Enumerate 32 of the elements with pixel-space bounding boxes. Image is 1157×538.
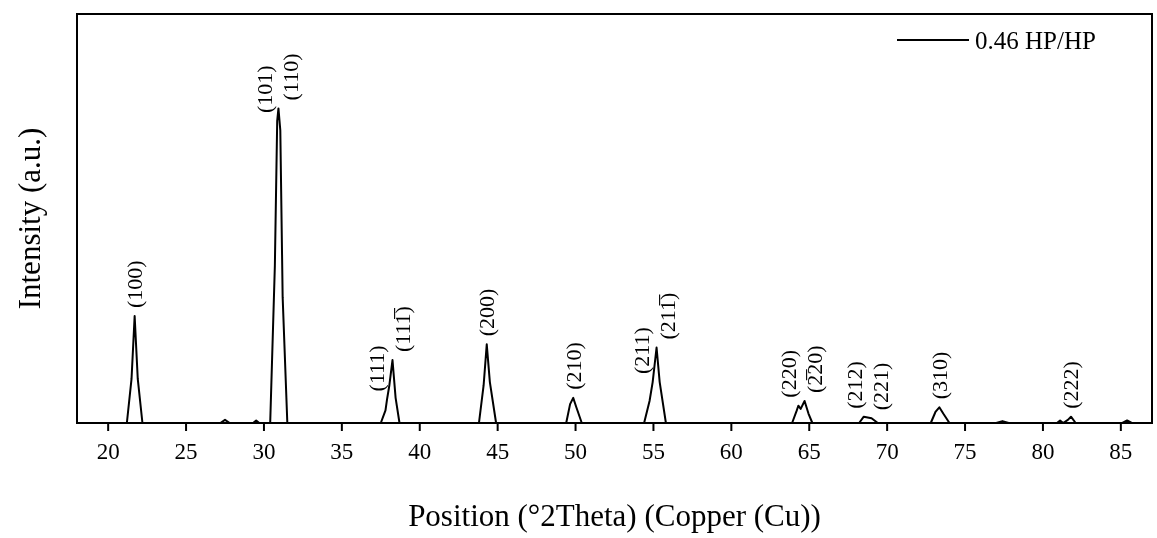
annotation: (111̅) (390, 306, 416, 353)
x-tick-label: 85 (1109, 439, 1133, 464)
x-axis-title: Position (°2Theta) (Copper (Cu)) (408, 498, 821, 533)
x-tick-label: 40 (408, 439, 432, 464)
annotation: (221) (868, 362, 894, 411)
y-axis-title: Intensity (a.u.) (12, 127, 47, 310)
x-tick-label: 65 (797, 439, 821, 464)
legend-label: 0.46 HP/HP (975, 27, 1096, 54)
x-tick-label: 75 (953, 439, 977, 464)
x-tick-label: 45 (486, 439, 510, 464)
x-tick-label: 50 (564, 439, 588, 464)
x-tick-label: 35 (330, 439, 354, 464)
annotation: (310) (926, 351, 952, 400)
x-tick-label: 60 (719, 439, 743, 464)
x-tick-label: 30 (252, 439, 276, 464)
annotation: (222) (1058, 361, 1084, 409)
annotation: (210) (560, 342, 586, 390)
annotation: (211̅) (655, 292, 681, 340)
x-tick-label: 55 (641, 439, 665, 464)
annotation: (220) (775, 350, 801, 398)
annotation: (111) (364, 345, 390, 392)
annotation: (100) (122, 260, 148, 309)
annotation: (101) (252, 65, 278, 113)
x-tick-label: 20 (96, 439, 120, 464)
annotation: (2̅20) (801, 345, 827, 393)
annotation: (212) (842, 361, 868, 409)
annotation: (200) (474, 288, 500, 337)
x-tick-label: 80 (1031, 439, 1055, 464)
x-tick-label: 70 (875, 439, 899, 464)
annotation: (110) (278, 53, 304, 101)
annotation: (211) (629, 327, 655, 375)
x-tick-label: 25 (174, 439, 198, 464)
